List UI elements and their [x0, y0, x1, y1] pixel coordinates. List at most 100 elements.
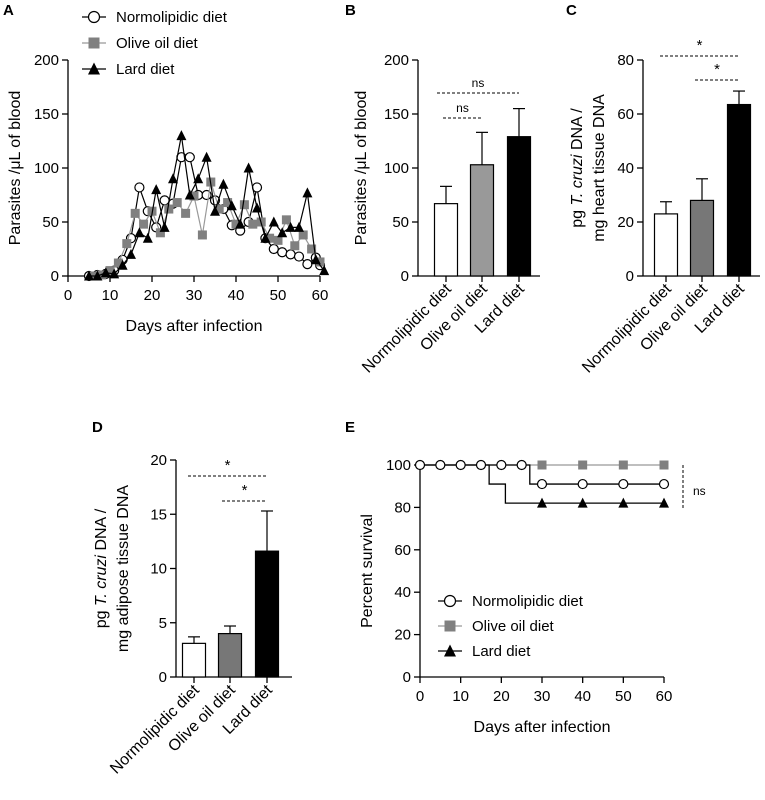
- d-bar-1: [217, 632, 243, 678]
- a-data-point: [243, 162, 254, 173]
- d-y-tick-label: 0: [159, 669, 167, 686]
- e-data-point: [536, 478, 548, 490]
- legend-marker-2: [444, 644, 456, 657]
- a-y-tick-label: 100: [34, 160, 59, 177]
- a-data-point: [285, 249, 296, 260]
- e-x-tick-label: 50: [615, 688, 632, 705]
- d-bar-2: [254, 550, 280, 678]
- e-y-axis-label: Percent survival: [359, 514, 376, 628]
- panel-label-b: B: [345, 2, 356, 19]
- c-y-tick-label: 80: [617, 52, 634, 69]
- legend-marker-0: [87, 10, 101, 24]
- e-data-point: [659, 460, 669, 470]
- a-data-point: [285, 221, 296, 232]
- b-y-axis-label: Parasites /μL of blood: [353, 91, 370, 246]
- panel-e-chart: 0 20 40 60 80 100 0 10 20 30 40 50 60 Days after infe…: [359, 457, 706, 736]
- c-y-tick-label: 40: [617, 160, 634, 177]
- e-data-point: [659, 497, 669, 508]
- e-data-point: [537, 497, 547, 508]
- a-data-point: [307, 244, 317, 254]
- a-x-axis-label: Days after infection: [126, 318, 263, 335]
- a-x-tick-label: 40: [228, 287, 245, 304]
- a-y-tick-label: 50: [42, 214, 59, 231]
- e-data-point: [455, 459, 466, 471]
- d-significance-label-1: *: [242, 482, 248, 499]
- a-data-point: [268, 216, 279, 227]
- a-data-point: [134, 182, 145, 193]
- a-data-point: [84, 270, 94, 281]
- e-x-axis-label: Days after infection: [474, 719, 611, 736]
- a-data-point: [281, 215, 291, 225]
- legend-label-2: Lard diet: [472, 643, 531, 660]
- a-data-point: [293, 251, 305, 262]
- a-data-point: [265, 233, 275, 243]
- e-significance-label: ns: [693, 484, 706, 498]
- e-x-tick-label: 0: [416, 688, 424, 705]
- e-data-point: [618, 478, 629, 490]
- b-y-tick-label: 0: [401, 268, 409, 285]
- panel-label-a: A: [3, 2, 14, 19]
- a-y-tick-label: 0: [51, 268, 59, 285]
- a-data-point: [302, 187, 313, 198]
- e-data-point: [516, 459, 527, 471]
- legend-label-2: Lard diet: [116, 61, 175, 78]
- panel-label-d: D: [92, 419, 103, 436]
- legend-marker-1: [88, 37, 100, 49]
- b-bar-2: [506, 136, 532, 277]
- b-bar-0: [433, 203, 459, 277]
- a-data-point: [122, 239, 132, 249]
- d-y-tick-label: 5: [159, 615, 167, 632]
- a-data-point: [184, 189, 195, 200]
- legend-label-1: Olive oil diet: [472, 618, 555, 635]
- c-significance-label-1: *: [714, 61, 720, 78]
- a-data-point: [181, 208, 191, 218]
- a-data-point: [184, 152, 195, 163]
- a-data-point: [277, 227, 288, 238]
- a-data-point: [151, 184, 162, 195]
- a-data-point: [126, 248, 136, 259]
- a-x-tick-label: 30: [186, 287, 203, 304]
- a-data-point: [290, 241, 300, 251]
- a-x-tick-label: 20: [144, 287, 161, 304]
- e-x-tick-label: 60: [656, 688, 673, 705]
- a-data-point: [273, 235, 283, 245]
- a-data-point: [268, 243, 279, 255]
- a-data-point: [235, 218, 246, 229]
- c-bar-2: [726, 103, 752, 277]
- c-y-tick-label: 60: [617, 106, 634, 123]
- b-y-tick-label: 50: [392, 214, 409, 231]
- e-data-point: [414, 459, 426, 471]
- a-data-point: [210, 205, 220, 216]
- b-significance-label-0: ns: [456, 101, 469, 115]
- a-data-point: [277, 247, 288, 258]
- e-y-tick-label: 100: [386, 457, 411, 474]
- legend-label-0: Normolipidic diet: [116, 9, 228, 26]
- panel-a-chart: 0 50 100 150 200 0 10 20 30 40 50 60 Days after infe…: [7, 9, 330, 335]
- a-x-tick-label: 0: [64, 287, 72, 304]
- a-data-point: [113, 258, 123, 268]
- a-data-point: [231, 219, 241, 229]
- e-x-tick-label: 30: [534, 688, 551, 705]
- legend-marker-1: [444, 620, 456, 632]
- a-data-point: [189, 191, 199, 201]
- e-data-point: [577, 478, 588, 490]
- a-data-point: [315, 257, 325, 267]
- d-y-tick-label: 10: [150, 561, 167, 578]
- a-data-point: [214, 204, 224, 214]
- e-y-tick-label: 20: [394, 627, 411, 644]
- a-y-tick-label: 150: [34, 106, 59, 123]
- d-y-tick-label: 20: [150, 452, 167, 469]
- e-x-tick-label: 10: [452, 688, 469, 705]
- b-y-tick-label: 150: [384, 106, 409, 123]
- a-x-tick-label: 10: [102, 287, 119, 304]
- a-y-axis-label: Parasites /μL of blood: [7, 91, 24, 246]
- e-data-point: [496, 459, 507, 471]
- c-y-tick-label: 20: [617, 214, 634, 231]
- c-significance-label-0: *: [697, 37, 703, 54]
- a-data-point: [248, 219, 258, 229]
- b-y-tick-label: 100: [384, 160, 409, 177]
- panel-label-c: C: [566, 2, 577, 19]
- e-data-point: [618, 497, 629, 508]
